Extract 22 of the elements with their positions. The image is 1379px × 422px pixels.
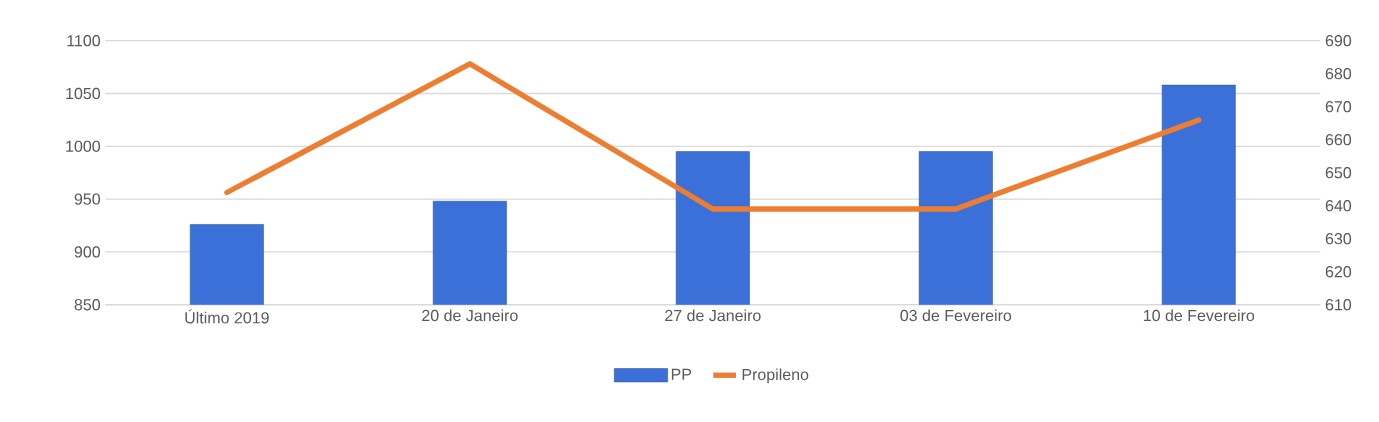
- y2-tick-label: 640: [1325, 200, 1352, 212]
- y-tick-label: 1100: [67, 34, 101, 47]
- x-tick-label: 10 de Fevereiro: [1143, 309, 1255, 322]
- y2-tick-label: 690: [1325, 34, 1352, 47]
- x-tick-label: 27 de Janeiro: [665, 309, 761, 322]
- x-tick-label: Último 2019: [185, 309, 269, 324]
- y2-tick-label: 670: [1325, 100, 1352, 113]
- y-tick-label: 1050: [66, 87, 101, 100]
- y2-tick-label: 620: [1325, 266, 1352, 278]
- legend-label: Propileno: [742, 368, 809, 384]
- legend-label: PP: [671, 368, 692, 380]
- y2-tick-label: 650: [1325, 167, 1352, 179]
- y2-tick-label: 680: [1325, 67, 1352, 80]
- y-tick-label: 850: [74, 299, 101, 311]
- y2-tick-label: 660: [1325, 133, 1352, 146]
- x-tick-label: 20 de Janeiro: [422, 309, 518, 322]
- y2-tick-label: 630: [1325, 233, 1352, 245]
- y2-tick-label: 610: [1325, 299, 1352, 311]
- y-tick-label: 950: [74, 193, 101, 205]
- x-tick-label: 03 de Fevereiro: [900, 309, 1012, 322]
- y-tick-label: 900: [74, 246, 101, 258]
- y-tick-label: 1000: [66, 140, 101, 152]
